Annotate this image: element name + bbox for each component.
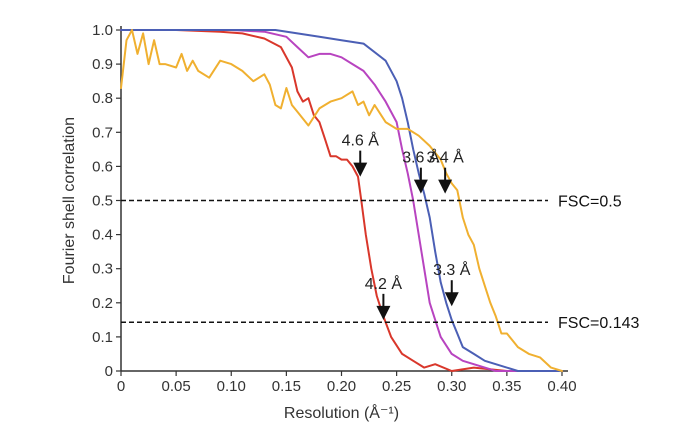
annotation-label: 4.6 Å [342,131,380,150]
y-tick-label: 0 [105,363,113,380]
x-tick-label: 0.40 [547,378,576,395]
series-line-3 [120,29,563,372]
annotation-label: 3.4 Å [426,148,464,167]
annotations: 4.6 Å 3.6 Å3.4 Å 4.2 Å 3.3 Å [342,131,471,320]
y-tick-label: 1.0 [92,22,113,39]
reference-lines: FSC=0.5 FSC=0.143 [121,194,639,332]
y-tick-label: 0.4 [92,227,113,244]
axes: 0 0.05 0.10 0.15 0.20 0.25 0.30 0.35 0.40 0 0.1 0.2… [61,22,577,422]
y-tick-label: 0.6 [92,158,113,175]
x-axis-title: Resolution (Å⁻¹) [284,403,399,422]
y-axis-title: Fourier shell correlation [61,117,78,284]
x-tick-label: 0.30 [437,378,466,395]
resolution-annotation: 4.6 Å [342,131,380,177]
x-tick-label: 0.05 [162,378,191,395]
annotation-arrowhead [353,162,368,177]
x-tick-label: 0.25 [382,378,411,395]
y-tick-label: 0.9 [92,56,113,73]
series-group [120,29,563,372]
y-tick-label: 0.1 [92,329,113,346]
series-line-4 [120,29,563,372]
reference-label: FSC=0.5 [558,194,622,211]
y-tick-label: 0.7 [92,124,113,141]
reference-label: FSC=0.143 [558,315,639,332]
x-tick-label: 0.35 [492,378,521,395]
annotation-arrowhead [438,179,453,194]
resolution-annotation: 3.3 Å [433,260,471,307]
y-tick-label: 0.3 [92,261,113,278]
resolution-annotation: 3.6 Å [402,148,440,194]
annotation-arrowhead [444,292,459,307]
annotation-arrowhead [376,305,391,320]
x-tick-label: 0.15 [272,378,301,395]
annotation-label: 3.6 Å [402,148,440,167]
series-line-1 [120,29,563,372]
x-tick-label: 0.10 [217,378,246,395]
annotation-arrowhead [413,179,428,194]
y-tick-label: 0.8 [92,90,113,107]
annotation-label: 4.2 Å [365,274,403,293]
x-tick-label: 0.20 [327,378,356,395]
y-tick-label: 0.5 [92,193,113,210]
resolution-annotation: 3.4 Å [426,148,464,194]
annotation-label: 3.3 Å [433,260,471,279]
resolution-annotation: 4.2 Å [365,274,403,320]
series-line-2 [120,29,563,372]
y-tick-label: 0.2 [92,295,113,312]
x-tick-label: 0 [117,378,125,395]
